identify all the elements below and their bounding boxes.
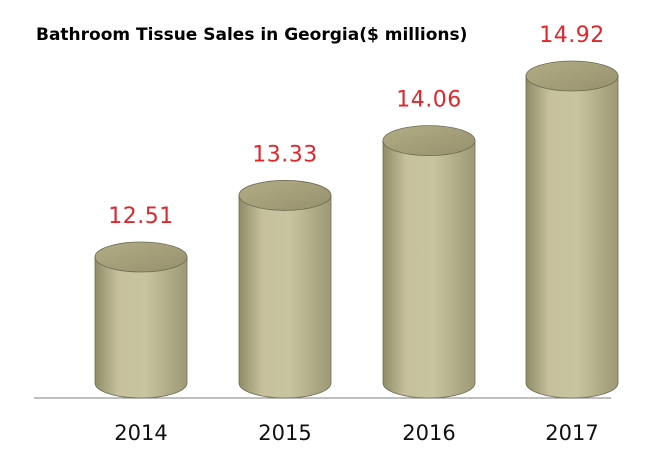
bar-body-2016 <box>382 140 476 399</box>
value-label-2017: 14.92 <box>539 23 604 48</box>
bar-2014 <box>94 241 188 399</box>
bar-body-2017 <box>525 75 619 399</box>
bar-2015 <box>238 180 332 399</box>
bar-body-2014 <box>94 256 188 399</box>
value-label-2014: 12.51 <box>108 204 173 229</box>
x-tick-2016: 2016 <box>402 421 455 445</box>
bar-top-2015 <box>238 180 332 211</box>
bar-top-2016 <box>382 125 476 156</box>
bar-top-2014 <box>94 241 188 273</box>
x-tick-2017: 2017 <box>545 421 598 445</box>
value-label-2015: 13.33 <box>252 142 317 167</box>
bar-2016 <box>382 125 476 399</box>
bar-top-2017 <box>525 60 619 92</box>
value-label-2016: 14.06 <box>396 88 461 113</box>
x-tick-2014: 2014 <box>114 421 167 445</box>
bar-body-2015 <box>238 195 332 399</box>
chart-title: Bathroom Tissue Sales in Georgia($ milli… <box>36 25 467 45</box>
x-tick-2015: 2015 <box>258 421 311 445</box>
bar-2017 <box>525 60 619 399</box>
